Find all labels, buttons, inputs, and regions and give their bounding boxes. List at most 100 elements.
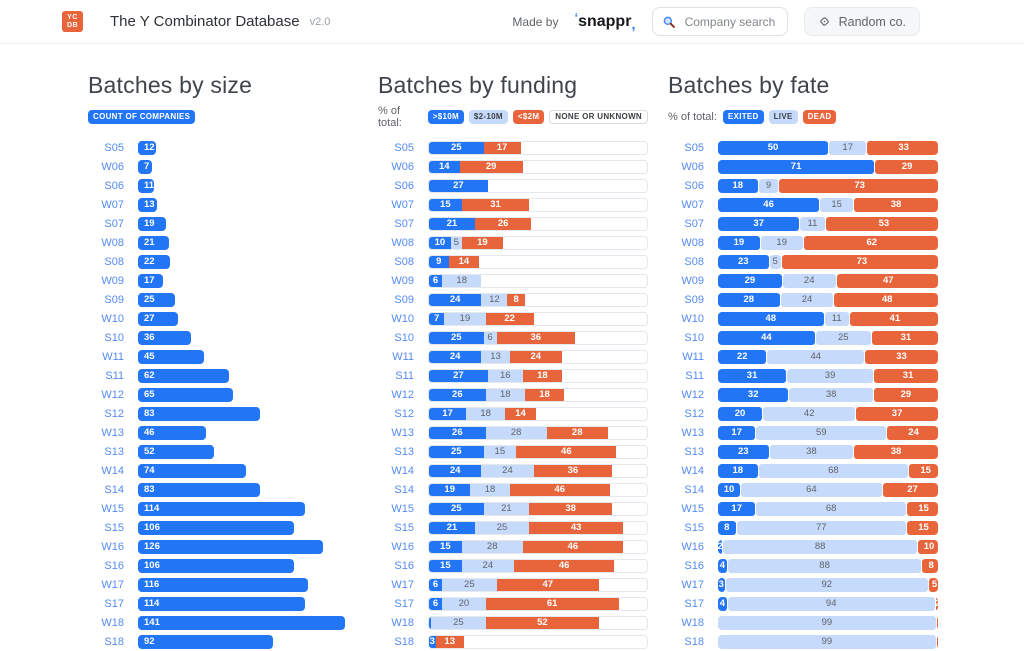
segment-2m[interactable]: 14 <box>448 255 480 268</box>
segment-exited[interactable]: 18 <box>718 178 758 193</box>
size-bar[interactable]: 141 <box>138 615 345 630</box>
size-bar[interactable]: 74 <box>138 463 247 478</box>
size-bar[interactable]: 83 <box>138 406 260 421</box>
segment-2m[interactable]: 46 <box>509 483 610 496</box>
segment-210m[interactable]: 18 <box>470 483 510 496</box>
segment-2m[interactable]: 18 <box>522 369 562 382</box>
segment-2m[interactable]: 46 <box>522 540 623 553</box>
segment-10m[interactable]: 9 <box>429 255 449 268</box>
segment-10m[interactable]: 25 <box>429 502 484 515</box>
size-bar[interactable]: 17 <box>138 273 163 288</box>
segment-210m[interactable]: 25 <box>474 521 530 534</box>
segment-live[interactable]: 11 <box>824 311 849 326</box>
size-bar[interactable]: 52 <box>138 444 215 459</box>
segment-dead[interactable]: 37 <box>856 406 938 421</box>
size-bar[interactable]: 114 <box>138 501 306 516</box>
random-company-button[interactable]: Random co. <box>803 7 920 36</box>
segment-210m[interactable]: 16 <box>487 369 523 382</box>
segment-exited[interactable]: 4 <box>718 558 727 573</box>
segment-dead[interactable]: 48 <box>834 292 938 307</box>
segment-live[interactable]: 38 <box>789 387 873 402</box>
segment-live[interactable]: 42 <box>763 406 856 421</box>
segment-exited[interactable]: 8 <box>718 520 736 535</box>
size-bar[interactable]: 11 <box>138 178 155 193</box>
segment-dead[interactable]: 38 <box>854 197 938 212</box>
segment-10m[interactable]: 24 <box>429 464 482 477</box>
segment-10m[interactable]: 15 <box>429 559 462 572</box>
segment-210m[interactable]: 25 <box>431 616 486 629</box>
segment-live[interactable]: 39 <box>787 368 873 383</box>
segment-exited[interactable]: 48 <box>718 311 824 326</box>
segment-10m[interactable]: 24 <box>429 293 482 306</box>
segment-live[interactable]: 99 <box>718 634 936 649</box>
segment-exited[interactable]: 4 <box>718 596 727 611</box>
segment-live[interactable]: 24 <box>780 292 834 307</box>
segment-exited[interactable]: 46 <box>718 197 820 212</box>
segment-2m[interactable]: 46 <box>516 445 617 458</box>
segment-dead[interactable]: 24 <box>887 425 938 440</box>
segment-live[interactable]: 88 <box>727 558 922 573</box>
segment-10m[interactable]: 27 <box>429 179 488 192</box>
segment-exited[interactable]: 50 <box>718 140 828 155</box>
segment-2m[interactable]: 18 <box>524 388 565 401</box>
segment-exited[interactable]: 29 <box>718 273 782 288</box>
segment-dead[interactable]: 73 <box>781 254 938 269</box>
size-bar[interactable]: 65 <box>138 387 234 402</box>
company-search-box[interactable] <box>651 7 788 36</box>
segment-live[interactable]: 59 <box>756 425 887 440</box>
segment-10m[interactable]: 6 <box>429 274 443 287</box>
segment-live[interactable]: 77 <box>736 520 906 535</box>
segment-2m[interactable]: 13 <box>435 635 464 648</box>
segment-10m[interactable]: 17 <box>429 407 467 420</box>
segment-2m[interactable]: 31 <box>461 198 530 211</box>
segment-2m[interactable]: 28 <box>546 426 608 439</box>
segment-live[interactable]: 68 <box>758 463 909 478</box>
segment-210m[interactable]: 28 <box>485 426 547 439</box>
size-bar[interactable]: 19 <box>138 216 166 231</box>
segment-2m[interactable]: 43 <box>529 521 623 534</box>
segment-dead[interactable]: 29 <box>875 159 938 174</box>
segment-10m[interactable]: 25 <box>429 331 484 344</box>
segment-live[interactable]: 64 <box>741 482 882 497</box>
segment-live[interactable]: 38 <box>769 444 854 459</box>
segment-live[interactable]: 24 <box>782 273 836 288</box>
segment-exited[interactable]: 23 <box>718 254 769 269</box>
segment-10m[interactable]: 25 <box>429 141 484 154</box>
segment-exited[interactable]: 23 <box>718 444 769 459</box>
snappr-brand-link[interactable]: ‘snappr, <box>574 10 635 33</box>
size-bar[interactable]: 83 <box>138 482 260 497</box>
segment-dead[interactable]: 27 <box>882 482 938 497</box>
segment-2m[interactable]: 36 <box>496 331 576 344</box>
size-bar[interactable]: 27 <box>138 311 178 326</box>
segment-live[interactable]: 44 <box>767 349 865 364</box>
size-bar[interactable]: 12 <box>138 140 156 155</box>
segment-210m[interactable]: 25 <box>442 578 497 591</box>
segment-2m[interactable]: 22 <box>485 312 534 325</box>
segment-live[interactable]: 19 <box>760 235 803 250</box>
segment-10m[interactable]: 26 <box>429 426 486 439</box>
segment-dead[interactable]: 5 <box>928 577 938 592</box>
segment-10m[interactable]: 6 <box>429 578 443 591</box>
segment-dead[interactable]: 8 <box>922 558 938 573</box>
segment-2m[interactable]: 14 <box>505 407 536 420</box>
segment-2m[interactable]: 17 <box>483 141 521 154</box>
segment-dead[interactable]: 33 <box>867 140 938 155</box>
segment-210m[interactable]: 5 <box>450 236 462 249</box>
segment-exited[interactable]: 20 <box>718 406 762 421</box>
size-bar[interactable]: 62 <box>138 368 229 383</box>
segment-210m[interactable]: 28 <box>461 540 523 553</box>
segment-210m[interactable]: 18 <box>485 388 525 401</box>
segment-exited[interactable]: 18 <box>718 463 758 478</box>
segment-10m[interactable]: 24 <box>429 350 482 363</box>
segment-210m[interactable]: 6 <box>483 331 497 344</box>
segment-dead[interactable]: 31 <box>873 368 938 383</box>
segment-2m[interactable]: 61 <box>485 597 619 610</box>
size-bar[interactable]: 21 <box>138 235 169 250</box>
segment-dead[interactable]: 41 <box>849 311 938 326</box>
segment-dead[interactable]: 33 <box>865 349 938 364</box>
segment-exited[interactable]: 31 <box>718 368 787 383</box>
size-bar[interactable]: 22 <box>138 254 171 269</box>
ycdb-logo[interactable]: YC DB <box>62 11 83 32</box>
segment-exited[interactable]: 22 <box>718 349 767 364</box>
segment-dead[interactable]: 29 <box>873 387 938 402</box>
